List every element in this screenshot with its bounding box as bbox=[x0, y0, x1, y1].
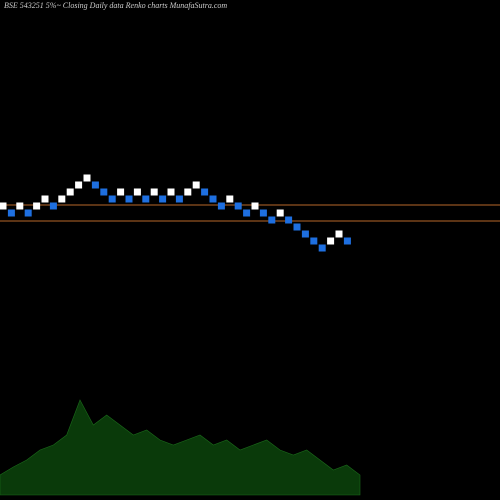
renko-brick bbox=[201, 188, 209, 196]
renko-brick bbox=[175, 195, 183, 203]
renko-brick bbox=[125, 195, 133, 203]
renko-brick bbox=[226, 195, 234, 203]
renko-brick bbox=[343, 237, 351, 245]
renko-brick bbox=[327, 237, 335, 245]
renko-brick bbox=[117, 188, 125, 196]
renko-brick bbox=[75, 181, 83, 189]
renko-brick bbox=[16, 202, 24, 210]
chart-title: BSE 543251 5%~ Closing Daily data Renko … bbox=[4, 1, 227, 10]
renko-brick bbox=[217, 202, 225, 210]
renko-brick bbox=[150, 188, 158, 196]
renko-brick bbox=[192, 181, 200, 189]
renko-brick bbox=[268, 216, 276, 224]
renko-brick bbox=[108, 195, 116, 203]
renko-brick bbox=[209, 195, 217, 203]
renko-brick bbox=[24, 209, 32, 217]
renko-brick bbox=[251, 202, 259, 210]
renko-brick bbox=[293, 223, 301, 231]
renko-brick bbox=[58, 195, 66, 203]
renko-brick bbox=[335, 230, 343, 238]
renko-brick bbox=[184, 188, 192, 196]
renko-brick bbox=[91, 181, 99, 189]
renko-brick bbox=[7, 209, 15, 217]
renko-brick bbox=[259, 209, 267, 217]
renko-brick bbox=[41, 195, 49, 203]
renko-brick bbox=[133, 188, 141, 196]
renko-brick bbox=[310, 237, 318, 245]
renko-brick bbox=[276, 209, 284, 217]
renko-brick bbox=[285, 216, 293, 224]
volume-area bbox=[0, 399, 361, 496]
renko-brick bbox=[167, 188, 175, 196]
renko-brick bbox=[142, 195, 150, 203]
renko-brick bbox=[318, 244, 326, 252]
renko-brick bbox=[243, 209, 251, 217]
renko-brick bbox=[0, 202, 7, 210]
renko-brick bbox=[100, 188, 108, 196]
renko-brick bbox=[234, 202, 242, 210]
renko-brick bbox=[83, 174, 91, 182]
renko-brick bbox=[33, 202, 41, 210]
renko-brick bbox=[159, 195, 167, 203]
renko-brick bbox=[66, 188, 74, 196]
renko-brick bbox=[49, 202, 57, 210]
renko-brick bbox=[301, 230, 309, 238]
